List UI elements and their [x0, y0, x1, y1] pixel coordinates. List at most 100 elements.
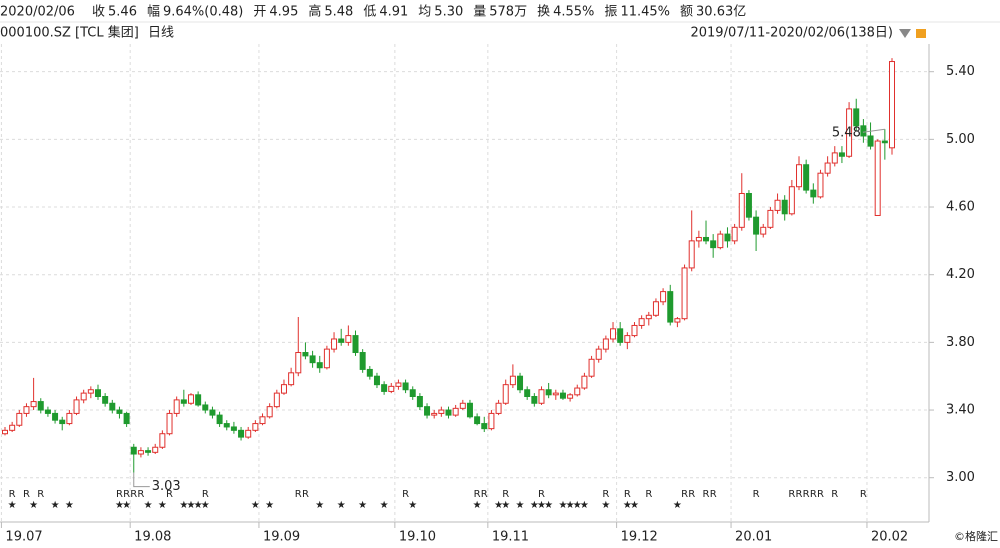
candle-body — [216, 414, 223, 425]
candle-body — [745, 192, 752, 218]
r-marker: R — [803, 489, 810, 500]
star-marker: ★ — [473, 500, 482, 511]
candle-body — [796, 164, 803, 188]
candle-body — [660, 291, 667, 303]
candle-body — [838, 152, 845, 157]
header-value: 578万 — [489, 5, 527, 20]
r-marker: R — [202, 489, 209, 500]
candle-body — [738, 192, 745, 228]
x-tick-label: 20.01 — [735, 530, 772, 545]
r-marker: R — [538, 489, 545, 500]
candle-body — [717, 233, 724, 249]
candle-body — [581, 375, 588, 389]
symbol: 000100.SZ [TCL 集团] — [0, 25, 139, 41]
candle-body — [280, 384, 287, 394]
candle-body — [137, 450, 144, 455]
candle-body — [123, 412, 130, 425]
candle-body — [638, 318, 645, 326]
star-marker: ★ — [315, 500, 324, 511]
candle-body — [552, 392, 559, 396]
r-marker: R — [788, 489, 795, 500]
y-tick-label: 3.40 — [946, 403, 975, 418]
r-marker: R — [23, 489, 30, 500]
r-marker: R — [753, 489, 760, 500]
candle-body — [710, 240, 717, 249]
candle-body — [545, 389, 552, 396]
candle-body — [44, 409, 51, 414]
candle-body — [9, 424, 16, 431]
candle-body — [366, 368, 373, 377]
min-annotation: 3.03 — [152, 479, 181, 494]
candle-body — [288, 372, 295, 386]
header-label: 低 — [363, 5, 376, 20]
candle-body — [445, 409, 452, 416]
star-marker: ★ — [501, 500, 510, 511]
candle-body — [180, 399, 187, 404]
candle-body — [767, 209, 774, 228]
header-label: 幅 — [147, 5, 160, 20]
candle-body — [524, 389, 531, 398]
x-tick-label: 19.12 — [621, 530, 658, 545]
candle-body — [889, 61, 895, 149]
star-marker: ★ — [186, 500, 195, 511]
candle-body — [338, 338, 345, 343]
r-marker: R — [645, 489, 652, 500]
r-marker: R — [402, 489, 409, 500]
candle-body — [703, 236, 710, 242]
candle-body — [531, 396, 538, 404]
candle-body — [152, 446, 159, 453]
candle-body — [824, 162, 831, 174]
candle-body — [259, 416, 266, 425]
y-tick-label: 4.20 — [946, 267, 975, 282]
candle-body — [381, 384, 388, 392]
r-marker: R — [302, 489, 309, 500]
candle-body — [881, 140, 888, 144]
candle-body — [37, 401, 44, 411]
header-label: 换 — [537, 5, 550, 20]
candle-body — [116, 409, 123, 414]
header-value: 4.95 — [269, 5, 298, 20]
r-marker: R — [688, 489, 695, 500]
dropdown-icon[interactable] — [899, 29, 911, 38]
candle-body — [874, 140, 881, 216]
candle-body — [30, 401, 37, 408]
candle-body — [2, 429, 8, 435]
candle-body — [230, 426, 237, 431]
candle-body — [452, 407, 459, 416]
star-marker: ★ — [673, 500, 682, 511]
y-tick-label: 3.80 — [946, 335, 975, 350]
period: 日线 — [148, 26, 174, 41]
lock-icon[interactable] — [916, 29, 926, 38]
candle-body — [438, 409, 445, 414]
header-value: 4.55% — [553, 5, 594, 20]
candle-body — [867, 135, 874, 147]
candle-body — [509, 375, 516, 386]
candle-body — [788, 186, 795, 215]
r-marker: R — [481, 489, 488, 500]
r-marker: R — [502, 489, 509, 500]
r-marker: R — [37, 489, 44, 500]
y-tick-label: 3.00 — [946, 470, 975, 485]
r-marker: R — [810, 489, 817, 500]
candle-body — [588, 358, 595, 377]
y-tick-label: 5.00 — [946, 132, 975, 147]
candle-body — [16, 412, 23, 426]
candle-body — [73, 399, 80, 414]
candle-body — [245, 429, 252, 438]
candle-body — [760, 226, 767, 235]
candle-body — [631, 324, 638, 337]
candle-body — [831, 152, 838, 164]
candle-body — [59, 419, 66, 425]
star-marker: ★ — [573, 500, 582, 511]
candle-body — [617, 328, 624, 343]
candle-body — [695, 236, 702, 242]
star-marker: ★ — [580, 500, 589, 511]
star-marker: ★ — [566, 500, 575, 511]
x-tick-label: 19.08 — [134, 530, 171, 545]
candle-body — [166, 412, 173, 435]
r-marker: R — [831, 489, 838, 500]
candle-body — [302, 352, 309, 357]
watermark: ©格隆汇 — [954, 529, 998, 543]
candle-body — [94, 389, 101, 398]
